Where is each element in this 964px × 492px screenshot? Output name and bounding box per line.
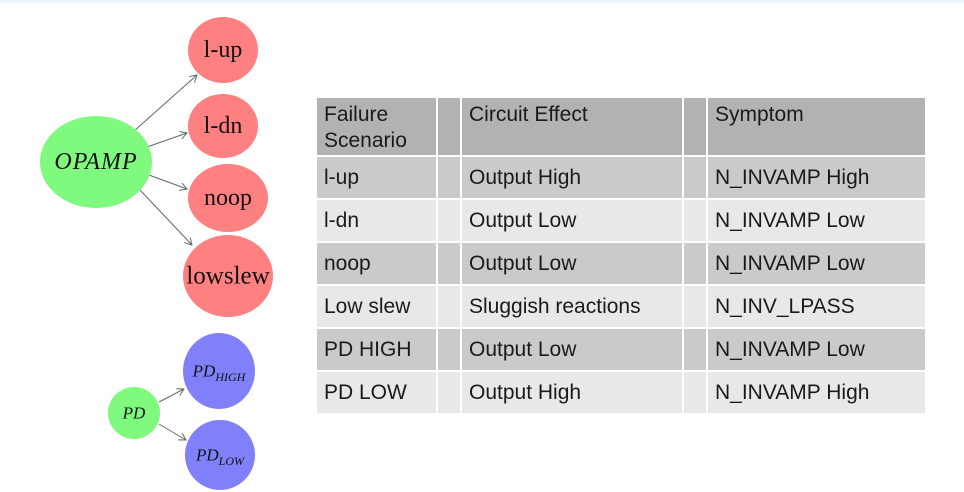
header-symptom: Symptom	[706, 96, 927, 157]
spacer-cell	[682, 155, 708, 200]
lowslew-node	[183, 235, 273, 317]
ldn-node-label: l-dn	[203, 113, 243, 139]
table-row: PD HIGH Output Low N_INVAMP Low	[315, 327, 927, 372]
edge-pd-pdhigh	[158, 389, 184, 403]
symptom-cell: N_INVAMP High	[706, 370, 927, 415]
header-spacer-cell	[682, 96, 708, 157]
header-failure-scenario: Failure Scenario	[315, 96, 438, 157]
effect-cell: Output Low	[460, 327, 684, 372]
ldn-node	[188, 94, 258, 158]
pdlow-node-label: PDLOW	[195, 445, 244, 467]
symptom-cell: N_INVAMP High	[706, 155, 927, 200]
table-header-row: Failure Scenario Circuit Effect Symptom	[315, 96, 927, 157]
spacer-cell	[436, 327, 462, 372]
pdhigh-subscript-text: HIGH	[215, 369, 246, 384]
scenario-cell: l-dn	[315, 198, 438, 243]
symptom-cell: N_INVAMP Low	[706, 241, 927, 286]
failure-scenario-table: Failure Scenario Circuit Effect Symptom …	[315, 96, 927, 415]
header-spacer-cell	[436, 96, 462, 157]
pd-node-label: PD	[122, 403, 146, 423]
symptom-cell: N_INVAMP Low	[706, 198, 927, 243]
header-circuit-effect: Circuit Effect	[460, 96, 684, 157]
noop-node-label: noop	[204, 185, 252, 211]
spacer-cell	[682, 241, 708, 286]
spacer-cell	[436, 284, 462, 329]
pdlow-node	[185, 420, 255, 490]
effect-cell: Output Low	[460, 241, 684, 286]
opamp-node-label: OPAMP	[54, 149, 138, 175]
scenario-cell: PD HIGH	[315, 327, 438, 372]
spacer-cell	[436, 155, 462, 200]
pd-root-node	[108, 387, 160, 439]
noop-node	[188, 164, 268, 232]
pdhigh-base-text: PD	[192, 361, 216, 381]
effect-cell: Output High	[460, 370, 684, 415]
spacer-cell	[682, 370, 708, 415]
slide-top-accent-strip	[0, 0, 964, 5]
table-row: l-up Output High N_INVAMP High	[315, 155, 927, 200]
scenario-cell: l-up	[315, 155, 438, 200]
pdhigh-node-label: PDHIGH	[192, 361, 246, 383]
lup-node-label: l-up	[203, 37, 243, 63]
pdlow-subscript-text: LOW	[218, 453, 245, 468]
edge-opamp-noop	[148, 174, 187, 189]
scenario-cell: PD LOW	[315, 370, 438, 415]
opamp-root-node	[40, 116, 152, 208]
table-row: noop Output Low N_INVAMP Low	[315, 241, 927, 286]
spacer-cell	[436, 241, 462, 286]
spacer-cell	[682, 284, 708, 329]
table-row: Low slew Sluggish reactions N_INV_LPASS	[315, 284, 927, 329]
spacer-cell	[682, 198, 708, 243]
edge-pd-pdlow	[158, 423, 186, 440]
effect-cell: Output High	[460, 155, 684, 200]
fault-tree-diagram	[40, 17, 273, 490]
effect-cell: Output Low	[460, 198, 684, 243]
symptom-cell: N_INV_LPASS	[706, 284, 927, 329]
edge-opamp-lowslew	[139, 189, 192, 245]
spacer-cell	[682, 327, 708, 372]
edge-opamp-ldn	[146, 133, 187, 148]
edge-opamp-lup	[133, 75, 197, 132]
lowslew-node-label: lowslew	[186, 262, 270, 290]
spacer-cell	[436, 198, 462, 243]
pdlow-base-text: PD	[195, 445, 219, 465]
symptom-cell: N_INVAMP Low	[706, 327, 927, 372]
table-row: PD LOW Output High N_INVAMP High	[315, 370, 927, 415]
spacer-cell	[436, 370, 462, 415]
lup-node	[188, 17, 258, 83]
scenario-cell: Low slew	[315, 284, 438, 329]
scenario-cell: noop	[315, 241, 438, 286]
effect-cell: Sluggish reactions	[460, 284, 684, 329]
pdhigh-node	[183, 333, 255, 409]
table-row: l-dn Output Low N_INVAMP Low	[315, 198, 927, 243]
